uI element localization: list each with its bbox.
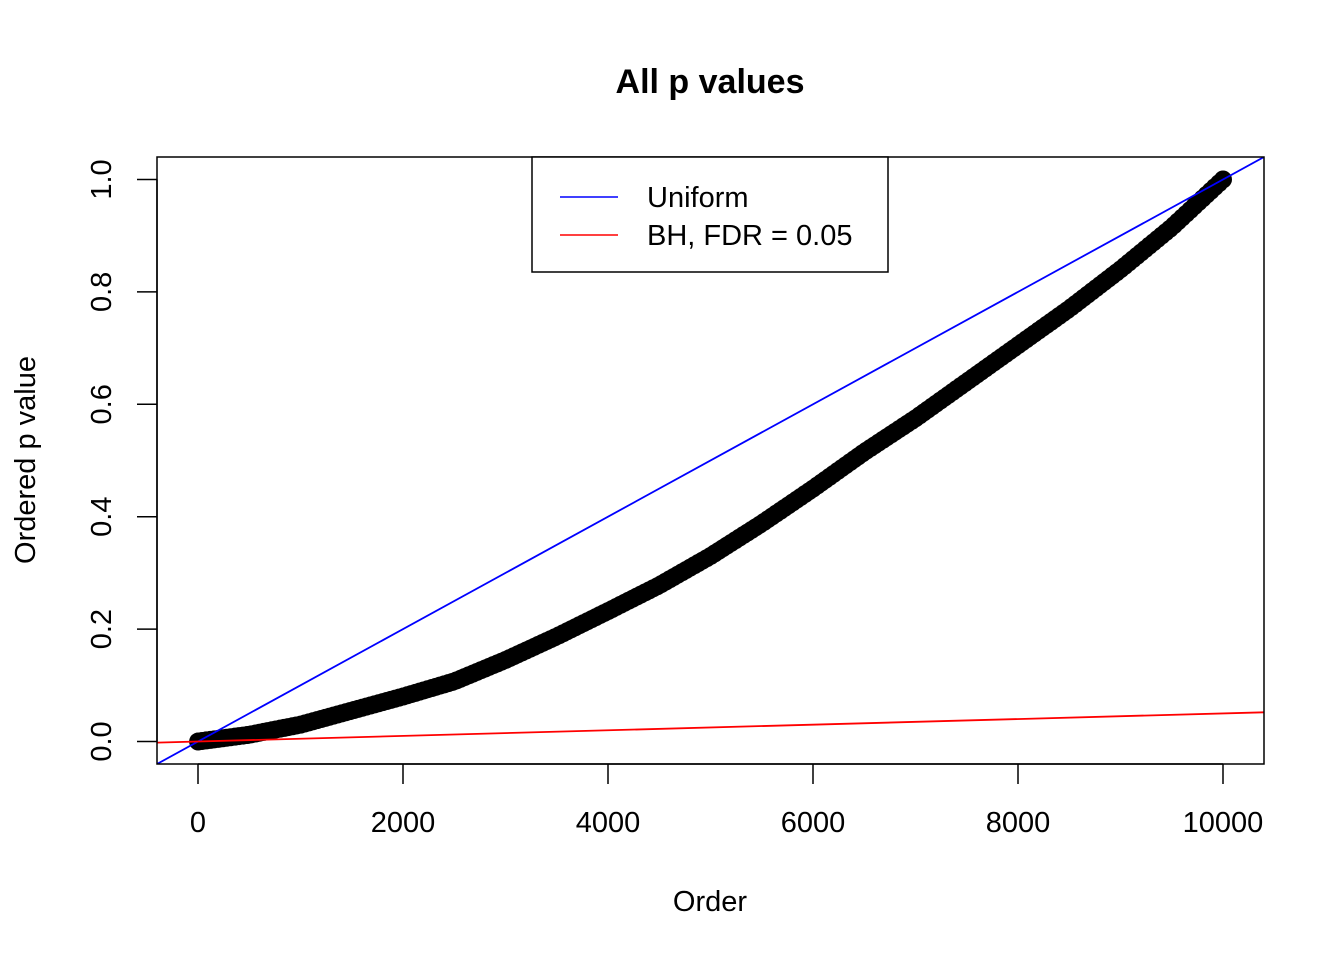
- y-tick-label: 0.0: [86, 721, 118, 761]
- x-tick-label: 0: [190, 807, 206, 839]
- y-axis-label: Ordered p value: [10, 356, 42, 564]
- x-tick-label: 6000: [781, 807, 846, 839]
- x-tick-label: 4000: [576, 807, 641, 839]
- chart-title: All p values: [616, 63, 805, 101]
- x-axis-label: Order: [673, 886, 747, 918]
- plot-area: [157, 157, 1264, 764]
- x-tick-label: 10000: [1183, 807, 1264, 839]
- x-tick-label: 8000: [986, 807, 1051, 839]
- x-axis: 0 2000 4000 6000 8000 10000: [190, 763, 1264, 839]
- legend-entry-bh: BH, FDR = 0.05: [647, 220, 853, 252]
- uniform-line: [157, 157, 1264, 764]
- legend: Uniform BH, FDR = 0.05: [531, 156, 889, 273]
- y-axis: 0.0 0.2 0.4 0.6 0.8 1.0: [86, 159, 158, 762]
- y-tick-label: 0.6: [86, 384, 118, 424]
- y-tick-label: 0.4: [86, 497, 118, 537]
- y-tick-label: 0.8: [86, 272, 118, 312]
- x-tick-label: 2000: [371, 807, 436, 839]
- y-tick-label: 0.2: [86, 609, 118, 649]
- y-tick-label: 1.0: [86, 159, 118, 199]
- legend-box: [531, 156, 889, 273]
- legend-entry-uniform: Uniform: [647, 182, 749, 214]
- bh-fdr-line: [157, 711, 1264, 744]
